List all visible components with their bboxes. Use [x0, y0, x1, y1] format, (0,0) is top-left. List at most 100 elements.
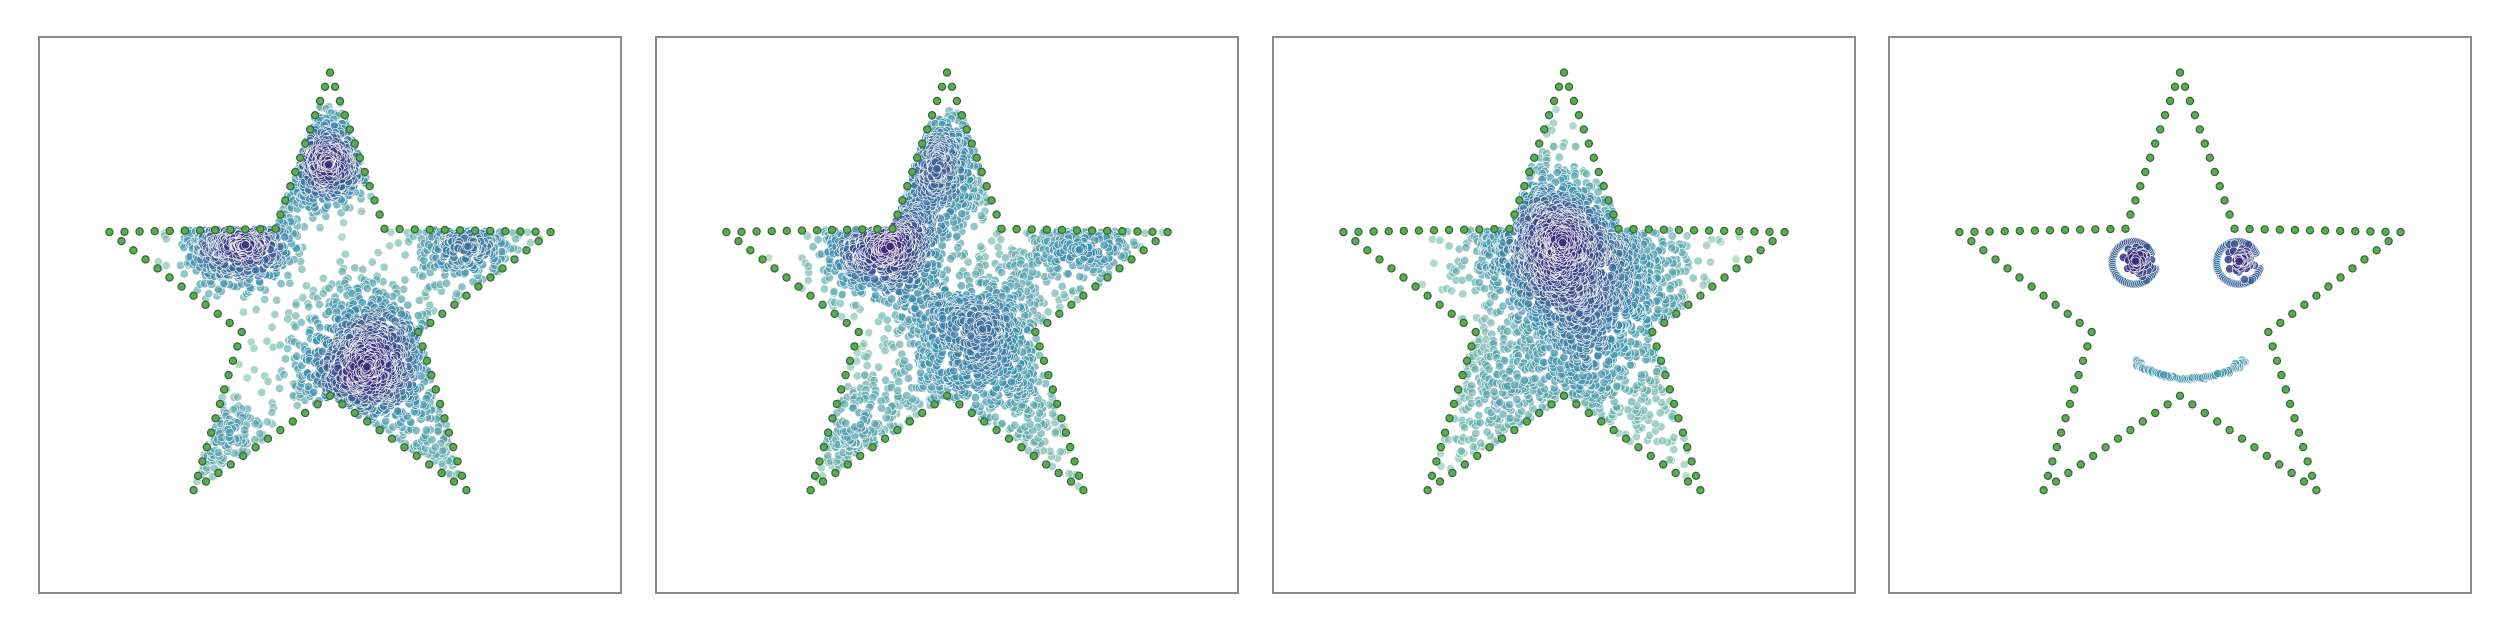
boundary-point — [177, 282, 186, 291]
sample-point — [240, 240, 250, 250]
boundary-point — [375, 425, 384, 435]
sample-point — [379, 262, 389, 272]
sample-point — [497, 247, 507, 257]
sample-point — [304, 302, 314, 312]
boundary-point — [435, 399, 445, 409]
sample-point — [409, 265, 419, 275]
sample-point — [823, 450, 833, 460]
boundary-point — [360, 167, 369, 177]
sample-point — [421, 425, 431, 435]
boundary-point — [522, 246, 531, 255]
boundary-point — [288, 417, 297, 426]
sample-point — [904, 362, 914, 372]
sample-point — [957, 209, 967, 219]
boundary-point — [150, 226, 159, 236]
sample-point — [283, 314, 293, 324]
sample-point — [318, 274, 328, 284]
boundary-point — [410, 225, 419, 234]
boundary-point — [281, 196, 290, 205]
boundary-point — [215, 399, 225, 409]
sample-point — [272, 295, 282, 305]
sample-point — [932, 164, 942, 174]
sample-point — [393, 238, 403, 248]
boundary-point — [226, 460, 235, 469]
sample-point — [523, 227, 533, 237]
sample-point — [855, 419, 865, 429]
sample-point — [276, 279, 286, 289]
boundary-point — [180, 226, 190, 235]
sample-point — [952, 231, 962, 241]
boundary-point — [237, 327, 246, 337]
sample-point — [996, 235, 1006, 245]
boundary-point — [201, 477, 211, 486]
boundary-point — [330, 82, 340, 92]
sample-point — [851, 300, 861, 310]
boundary-point — [210, 225, 220, 235]
boundary-point — [516, 227, 525, 236]
sample-point — [803, 276, 813, 286]
boundary-point — [427, 370, 436, 380]
sample-point — [874, 362, 884, 372]
boundary-point — [412, 451, 421, 461]
sample-point — [433, 426, 443, 436]
sample-point — [297, 264, 307, 274]
sample-point — [279, 370, 289, 380]
sample-point — [1035, 408, 1045, 418]
boundary-point — [315, 96, 325, 106]
sample-point — [315, 322, 325, 332]
sample-point — [938, 314, 948, 324]
boundary-point — [135, 227, 144, 236]
boundary-point — [241, 225, 250, 234]
boundary-point — [206, 428, 216, 437]
sample-point — [291, 300, 301, 310]
sample-point — [829, 287, 839, 297]
sample-point — [862, 360, 872, 370]
sample-point — [859, 339, 869, 349]
sample-point — [997, 268, 1007, 278]
boundary-point — [219, 385, 229, 394]
boundary-point — [276, 210, 285, 219]
boundary-point — [286, 181, 295, 191]
boundary-point — [431, 385, 440, 394]
boundary-point — [296, 153, 305, 163]
sample-point — [849, 312, 859, 322]
boundary-point — [301, 139, 310, 148]
boundary-points — [105, 68, 555, 495]
scatter-plot-2 — [722, 68, 1172, 495]
sample-point — [324, 283, 334, 293]
boundary-point — [335, 96, 345, 106]
sample-point — [249, 343, 259, 353]
boundary-point — [450, 300, 459, 309]
sample-point — [1072, 295, 1082, 305]
boundary-point — [306, 125, 315, 134]
boundary-point — [310, 110, 320, 120]
boundary-point — [440, 414, 449, 423]
boundary-point — [189, 291, 198, 300]
sample-point — [204, 289, 214, 299]
sample-point — [339, 218, 349, 228]
sample-point — [337, 232, 347, 242]
sample-point — [835, 298, 845, 308]
boundary-point — [350, 408, 359, 418]
boundary-point — [365, 181, 374, 191]
sample-point — [262, 417, 272, 427]
sample-point — [837, 290, 847, 300]
boundary-point — [426, 318, 435, 328]
boundary-point — [425, 225, 434, 234]
sample-point — [970, 392, 980, 402]
sample-point — [442, 278, 452, 288]
sample-point — [298, 293, 308, 303]
sample-point — [418, 271, 428, 281]
sample-point — [292, 351, 302, 361]
boundary-point — [338, 400, 347, 409]
sample-point — [270, 309, 280, 319]
sample-point — [877, 403, 887, 413]
boundary-point — [510, 255, 519, 264]
sample-point — [978, 324, 988, 334]
sample-point — [1140, 228, 1150, 238]
sample-point — [976, 241, 986, 251]
sample-point — [340, 249, 350, 259]
sample-point — [870, 419, 880, 429]
sample-point — [242, 373, 252, 383]
